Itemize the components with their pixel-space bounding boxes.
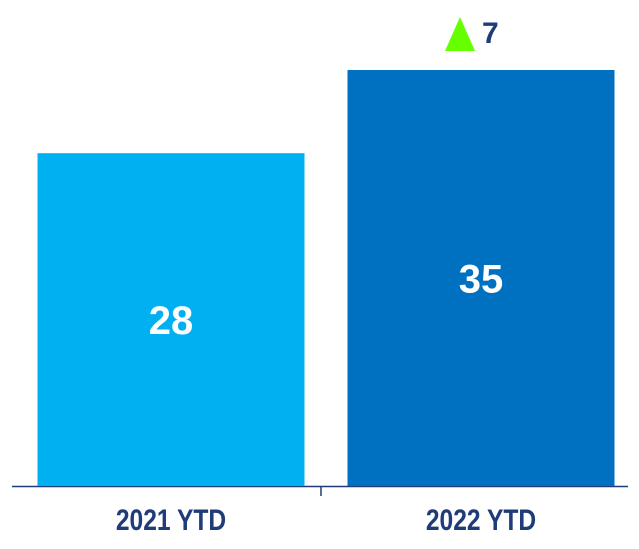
change-indicator [445,17,475,51]
bar [347,70,615,486]
bar [37,153,305,486]
value-label: 35 [459,258,504,302]
value-label: 28 [149,299,194,343]
change-label: 7 [482,17,499,50]
x-tick-label: 2021 YTD [116,503,226,537]
x-tick-label: 2022 YTD [426,503,536,537]
